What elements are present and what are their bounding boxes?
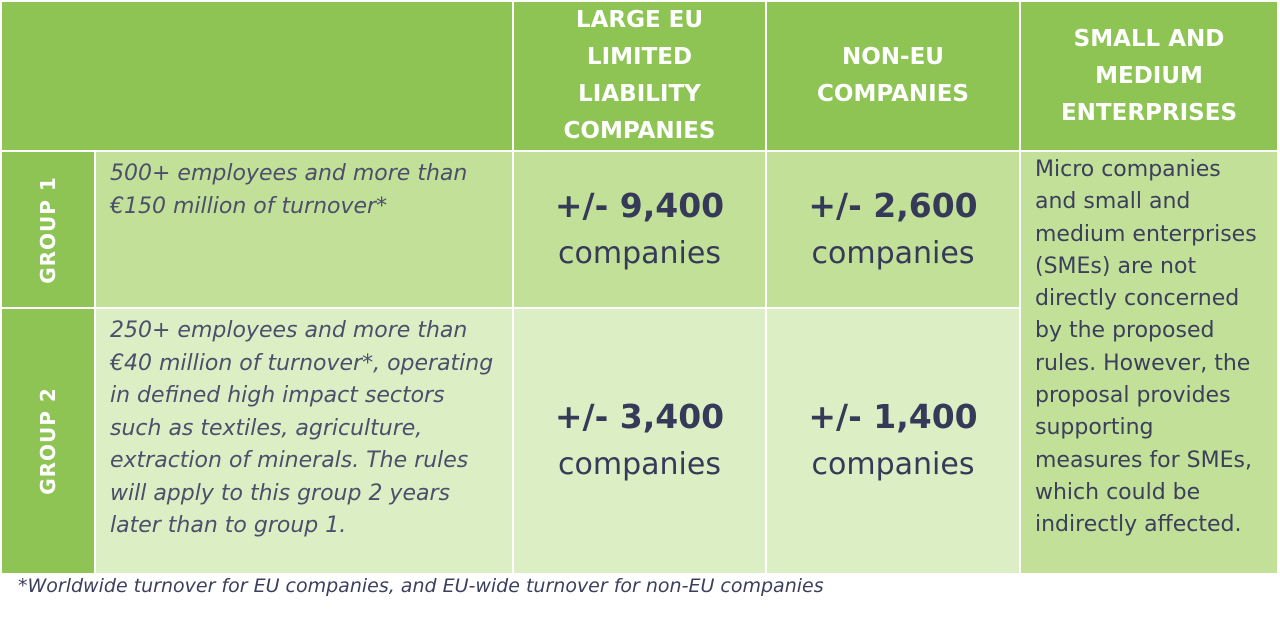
sme-description: Micro companies and small and medium ent…: [1035, 157, 1257, 538]
group2-description: 250+ employees and more than €40 million…: [110, 318, 494, 538]
group1-noneu-count-cell: +/- 2,600 companies: [767, 152, 1019, 307]
group1-noneu-count: +/- 2,600: [808, 185, 978, 225]
group2-noneu-unit: companies: [811, 447, 975, 482]
group2-description-cell: 250+ employees and more than €40 million…: [96, 309, 512, 573]
header-sme-label: SMALL AND MEDIUM ENTERPRISES: [1060, 25, 1238, 126]
header-non-eu-companies: NON-EU COMPANIES: [767, 2, 1019, 150]
group1-eu-count: +/- 9,400: [554, 185, 725, 225]
group2-noneu-count-cell: +/- 1,400 companies: [767, 309, 1019, 573]
group2-noneu-count: +/- 1,400: [808, 397, 978, 436]
group1-noneu-unit: companies: [811, 235, 975, 271]
header-empty-cell: [2, 2, 512, 150]
header-non-eu-label: NON-EU COMPANIES: [817, 44, 969, 107]
group2-label-cell: GROUP 2: [2, 309, 94, 573]
header-large-eu-companies: LARGE EU LIMITED LIABILITY COMPANIES: [514, 2, 765, 150]
sme-description-cell: Micro companies and small and medium ent…: [1021, 152, 1277, 573]
footnote: *Worldwide turnover for EU companies, an…: [18, 575, 824, 597]
group1-eu-count-cell: +/- 9,400 companies: [514, 152, 765, 307]
group2-eu-unit: companies: [558, 447, 721, 482]
group2-eu-count: +/- 3,400: [554, 397, 725, 436]
group1-label-cell: GROUP 1: [2, 152, 94, 307]
header-large-eu-label: LARGE EU LIMITED LIABILITY COMPANIES: [563, 7, 716, 144]
header-sme: SMALL AND MEDIUM ENTERPRISES: [1021, 2, 1277, 150]
group2-label: GROUP 2: [36, 387, 61, 495]
group1-description: 500+ employees and more than €150 millio…: [110, 161, 468, 219]
group1-description-cell: 500+ employees and more than €150 millio…: [96, 152, 512, 307]
group1-eu-unit: companies: [558, 235, 721, 271]
group1-label: GROUP 1: [36, 175, 61, 284]
group2-eu-count-cell: +/- 3,400 companies: [514, 309, 765, 573]
